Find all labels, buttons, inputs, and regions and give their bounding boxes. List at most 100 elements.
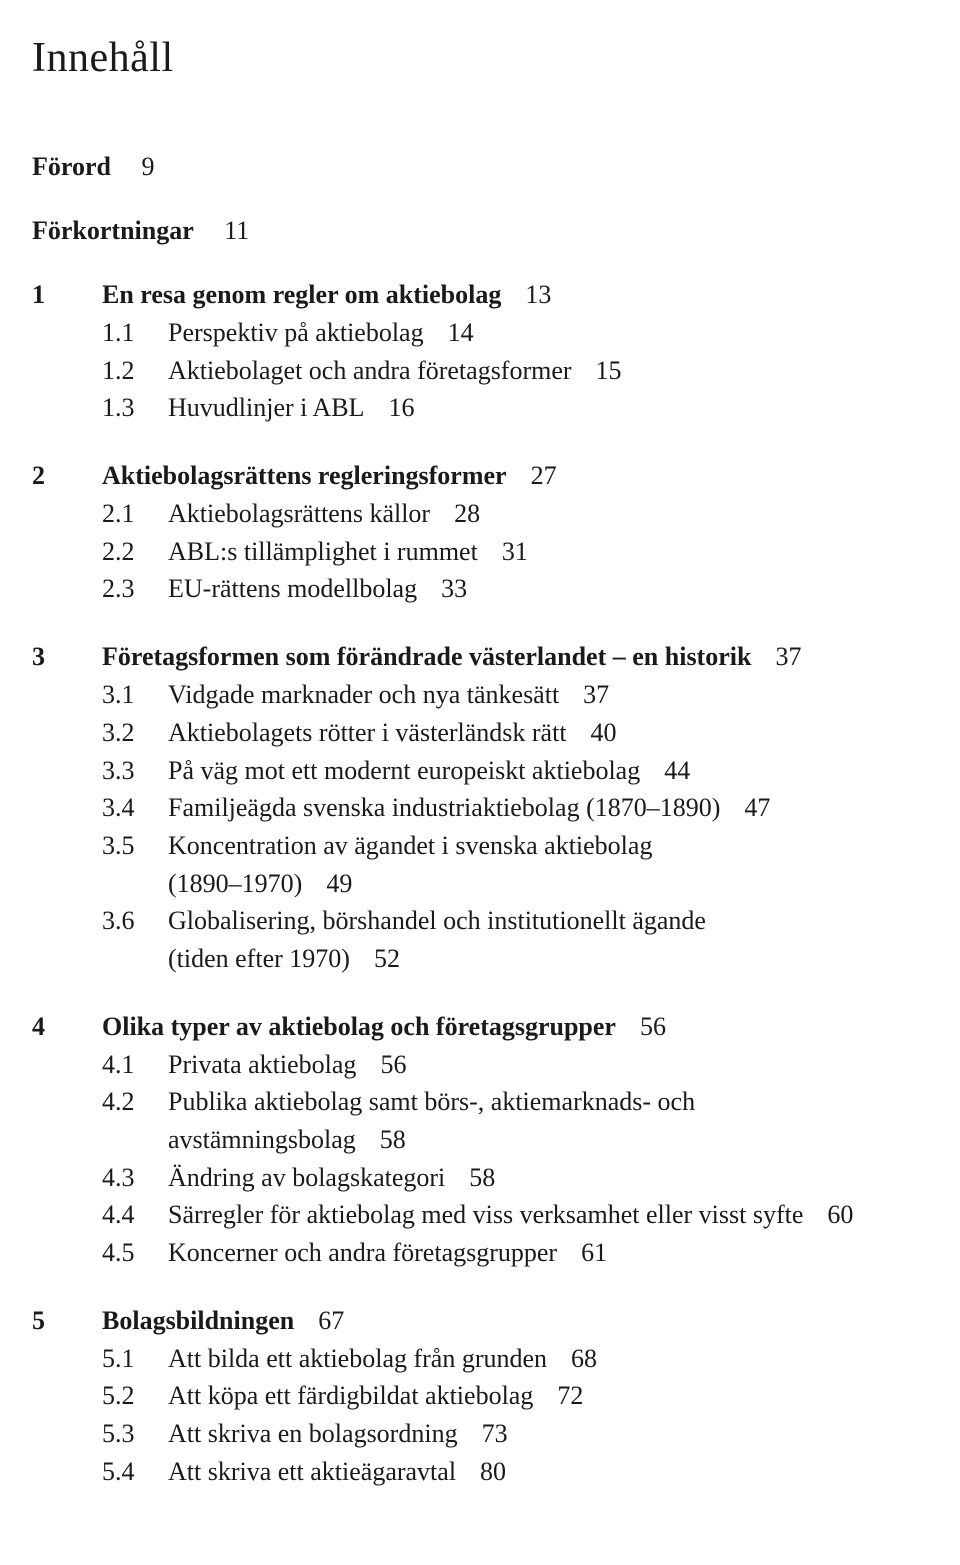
section-page: 33 — [441, 570, 467, 608]
section-page: 15 — [596, 352, 622, 390]
section-number: 4.4 — [102, 1196, 168, 1234]
chapter-heading: 3 Företagsformen som förändrade västerla… — [32, 642, 938, 672]
toc-section: 5.2 Att köpa ett färdigbildat aktiebolag… — [32, 1377, 938, 1415]
toc-section: 3.6 Globalisering, börshandel och instit… — [32, 902, 938, 977]
toc-section: 2.1 Aktiebolagsrättens källor 28 — [32, 495, 938, 533]
section-title: Aktiebolaget och andra företagsformer — [168, 352, 572, 390]
section-number: 3.1 — [102, 676, 168, 714]
toc-section: 5.4 Att skriva ett aktieägaravtal 80 — [32, 1453, 938, 1491]
section-title: Att skriva ett aktieägaravtal — [168, 1453, 456, 1491]
front-matter: Förord 9 Förkortningar 11 — [32, 152, 938, 246]
chapter-page: 27 — [531, 461, 557, 491]
section-title: EU-rättens modellbolag — [168, 570, 417, 608]
chapter-title: Företagsformen som förändrade västerland… — [102, 642, 751, 672]
section-title: Särregler för aktiebolag med viss verksa… — [168, 1196, 803, 1234]
section-number: 2.3 — [102, 570, 168, 608]
section-title: Privata aktiebolag — [168, 1046, 356, 1084]
section-page: 49 — [326, 865, 352, 903]
section-title: Vidgade marknader och nya tänkesätt — [168, 676, 559, 714]
section-title: Familjeägda svenska industriaktiebolag (… — [168, 789, 720, 827]
toc-section: 1.3 Huvudlinjer i ABL 16 — [32, 389, 938, 427]
chapter-number: 5 — [32, 1306, 102, 1336]
section-page: 44 — [664, 752, 690, 790]
chapter-number: 1 — [32, 280, 102, 310]
chapter-page: 56 — [640, 1012, 666, 1042]
toc-section: 3.4 Familjeägda svenska industriaktiebol… — [32, 789, 938, 827]
toc-section: 1.1 Perspektiv på aktiebolag 14 — [32, 314, 938, 352]
section-page: 58 — [469, 1159, 495, 1197]
section-title-line1: Publika aktiebolag samt börs-, aktiemark… — [168, 1083, 695, 1121]
section-page: 16 — [388, 389, 414, 427]
chapter-title: Aktiebolagsrättens regleringsformer — [102, 461, 507, 491]
section-title: Huvudlinjer i ABL — [168, 389, 364, 427]
chapter-page: 67 — [318, 1306, 344, 1336]
chapter-heading: 5 Bolagsbildningen 67 — [32, 1306, 938, 1336]
section-number: 3.6 — [102, 902, 168, 940]
chapter-page: 37 — [775, 642, 801, 672]
toc-section: 4.1 Privata aktiebolag 56 — [32, 1046, 938, 1084]
toc-section: 3.2 Aktiebolagets rötter i västerländsk … — [32, 714, 938, 752]
toc-section: 4.3 Ändring av bolagskategori 58 — [32, 1159, 938, 1197]
chapter-heading: 1 En resa genom regler om aktiebolag 13 — [32, 280, 938, 310]
front-item: Förord 9 — [32, 152, 938, 182]
section-title: På väg mot ett modernt europeiskt aktieb… — [168, 752, 640, 790]
section-page: 60 — [827, 1196, 853, 1234]
section-title: ABL:s tillämplighet i rummet — [168, 533, 478, 571]
section-number: 4.5 — [102, 1234, 168, 1272]
section-title: Att skriva en bolagsordning — [168, 1415, 458, 1453]
toc-section: 5.1 Att bilda ett aktiebolag från grunde… — [32, 1340, 938, 1378]
section-page: 56 — [380, 1046, 406, 1084]
section-page: 47 — [744, 789, 770, 827]
section-title-line2: avstämningsbolag — [168, 1121, 356, 1159]
section-page: 52 — [374, 940, 400, 978]
section-number: 1.2 — [102, 352, 168, 390]
section-number: 3.2 — [102, 714, 168, 752]
section-page: 37 — [583, 676, 609, 714]
chapter: 4 Olika typer av aktiebolag och företags… — [32, 1012, 938, 1272]
section-title-line2: (tiden efter 1970) — [168, 940, 350, 978]
section-number: 4.2 — [102, 1083, 168, 1121]
toc-section: 4.5 Koncerner och andra företagsgrupper … — [32, 1234, 938, 1272]
section-page: 14 — [448, 314, 474, 352]
section-title: Aktiebolagets rötter i västerländsk rätt — [168, 714, 567, 752]
chapter: 3 Företagsformen som förändrade västerla… — [32, 642, 938, 978]
section-title: Att köpa ett färdigbildat aktiebolag — [168, 1377, 533, 1415]
section-number: 1.1 — [102, 314, 168, 352]
section-title-line2: (1890–1970) — [168, 865, 302, 903]
chapter: 2 Aktiebolagsrättens regleringsformer 27… — [32, 461, 938, 608]
front-label: Förord — [32, 152, 111, 182]
chapter-page: 13 — [525, 280, 551, 310]
section-number: 3.3 — [102, 752, 168, 790]
chapter-heading: 4 Olika typer av aktiebolag och företags… — [32, 1012, 938, 1042]
toc-section: 5.3 Att skriva en bolagsordning 73 — [32, 1415, 938, 1453]
chapter-number: 4 — [32, 1012, 102, 1042]
toc-section: 1.2 Aktiebolaget och andra företagsforme… — [32, 352, 938, 390]
section-number: 4.3 — [102, 1159, 168, 1197]
chapter-number: 3 — [32, 642, 102, 672]
chapter-title: En resa genom regler om aktiebolag — [102, 280, 501, 310]
section-number: 5.1 — [102, 1340, 168, 1378]
section-title: Perspektiv på aktiebolag — [168, 314, 424, 352]
chapter-number: 2 — [32, 461, 102, 491]
toc-section: 4.4 Särregler för aktiebolag med viss ve… — [32, 1196, 938, 1234]
section-title: Aktiebolagsrättens källor — [168, 495, 430, 533]
section-number: 4.1 — [102, 1046, 168, 1084]
front-page: 9 — [141, 152, 154, 182]
section-number: 2.1 — [102, 495, 168, 533]
section-number: 2.2 — [102, 533, 168, 571]
section-title-line1: Globalisering, börshandel och institutio… — [168, 902, 706, 940]
toc-section: 3.1 Vidgade marknader och nya tänkesätt … — [32, 676, 938, 714]
front-label: Förkortningar — [32, 216, 194, 246]
toc-section: 2.2 ABL:s tillämplighet i rummet 31 — [32, 533, 938, 571]
chapter-heading: 2 Aktiebolagsrättens regleringsformer 27 — [32, 461, 938, 491]
chapter: 5 Bolagsbildningen 67 5.1 Att bilda ett … — [32, 1306, 938, 1491]
section-page: 72 — [557, 1377, 583, 1415]
section-number: 3.4 — [102, 789, 168, 827]
section-number: 3.5 — [102, 827, 168, 865]
section-page: 73 — [482, 1415, 508, 1453]
section-page: 68 — [571, 1340, 597, 1378]
chapter-title: Olika typer av aktiebolag och företagsgr… — [102, 1012, 616, 1042]
chapter: 1 En resa genom regler om aktiebolag 13 … — [32, 280, 938, 427]
section-number: 5.2 — [102, 1377, 168, 1415]
chapter-title: Bolagsbildningen — [102, 1306, 294, 1336]
